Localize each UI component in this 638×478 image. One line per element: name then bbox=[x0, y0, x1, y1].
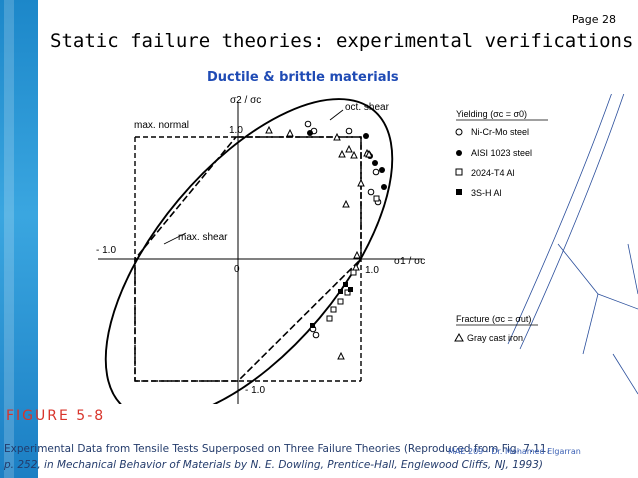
failure-theory-diagram: max. normal max. shear oct. shear σ2 / σ… bbox=[96, 94, 638, 404]
tick-x-positive: 1.0 bbox=[365, 265, 379, 276]
x-axis-label: σ1 / σc bbox=[394, 256, 425, 267]
max-shear-label: max. shear bbox=[178, 232, 228, 243]
tick-y-positive: 1.0 bbox=[229, 125, 243, 136]
max-shear-pointer bbox=[163, 232, 187, 245]
data-filled-circles bbox=[307, 130, 387, 190]
oct-shear-label: oct. shear bbox=[345, 102, 390, 113]
legend-item-gray-cast-iron: Gray cast iron bbox=[467, 333, 523, 343]
legend-marker-open-triangle bbox=[454, 332, 464, 342]
sidebar-sheen bbox=[4, 0, 14, 478]
legend-item-2024-t4: 2024-T4 Al bbox=[471, 168, 515, 178]
oct-shear-pointer bbox=[329, 109, 344, 121]
figure-caption-line-2: p. 252, in Mechanical Behavior of Materi… bbox=[4, 459, 544, 471]
footer-author: MAE 209 - Dr. Mohamed Elgarran bbox=[448, 447, 581, 456]
background-lineart bbox=[507, 94, 638, 395]
legend-marker-filled-circle bbox=[456, 150, 462, 156]
page-number: Page 28 bbox=[571, 13, 616, 26]
legend: Yielding (σc = σ0) Ni-Cr-Mo steel AISI 1… bbox=[454, 109, 548, 343]
slide-title: Static failure theories: experimental ve… bbox=[50, 30, 634, 52]
legend-item-ni-cr-mo: Ni-Cr-Mo steel bbox=[471, 127, 529, 137]
origin-label: 0 bbox=[234, 264, 240, 275]
legend-yielding-title: Yielding (σc = σ0) bbox=[456, 109, 527, 119]
data-filled-squares bbox=[310, 282, 353, 328]
axes bbox=[98, 102, 422, 404]
legend-item-3s-h: 3S-H Al bbox=[471, 188, 502, 198]
data-open-triangles bbox=[265, 125, 373, 360]
data-open-squares bbox=[326, 195, 380, 322]
legend-marker-filled-square bbox=[456, 189, 462, 195]
y-axis-label: σ2 / σc bbox=[230, 95, 261, 106]
legend-item-aisi-1023: AISI 1023 steel bbox=[471, 148, 532, 158]
max-normal-label: max. normal bbox=[134, 120, 189, 131]
slide-subtitle: Ductile & brittle materials bbox=[207, 70, 399, 85]
legend-marker-open-circle bbox=[455, 128, 463, 136]
legend-fracture-title: Fracture (σc = σut) bbox=[456, 314, 531, 324]
oct-shear-ellipse bbox=[104, 98, 394, 404]
tick-y-negative: - 1.0 bbox=[245, 385, 265, 396]
legend-marker-open-square bbox=[455, 168, 463, 176]
sidebar-decoration bbox=[0, 0, 38, 478]
tick-x-negative: - 1.0 bbox=[96, 245, 116, 256]
figure-caption-line-1: Experimental Data from Tensile Tests Sup… bbox=[4, 443, 550, 455]
figure-label: FIGURE 5-8 bbox=[6, 408, 106, 424]
